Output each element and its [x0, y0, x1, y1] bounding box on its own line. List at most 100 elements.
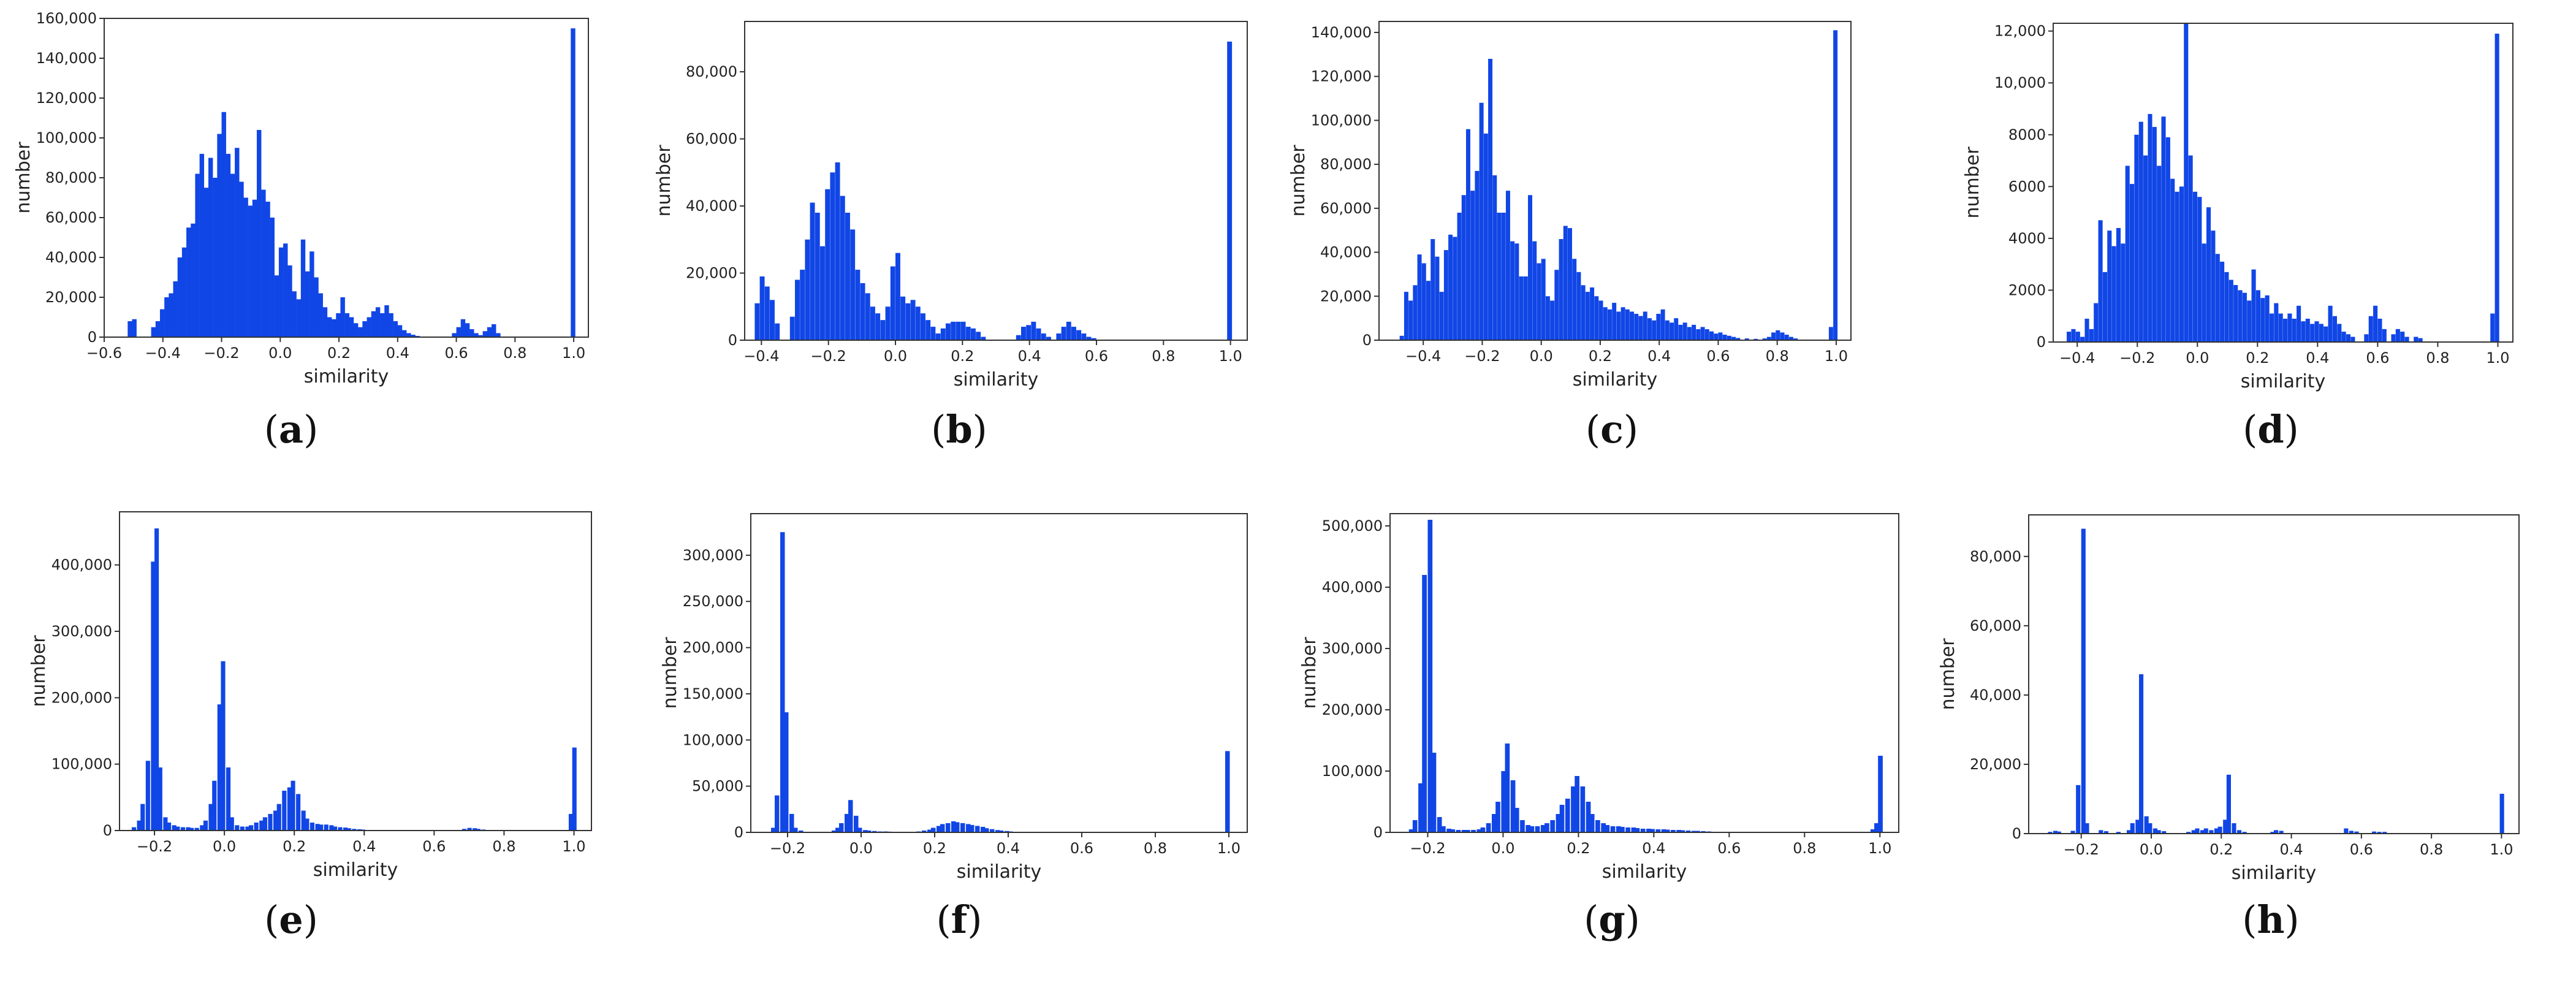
x-tick-label: 0.6 [422, 838, 446, 855]
histogram-bar [971, 328, 976, 340]
histogram-bar [1465, 129, 1470, 340]
histogram-bar [1700, 327, 1705, 340]
histogram-bar [1575, 776, 1579, 832]
y-tick-label: 300,000 [1322, 640, 1383, 657]
histogram-bar [191, 223, 196, 337]
x-tick-label: 0.4 [1647, 348, 1671, 365]
histogram-bar [850, 229, 856, 340]
histogram-bar [946, 323, 951, 340]
histogram-bar [1041, 333, 1046, 340]
y-axis-title: number [659, 637, 681, 709]
x-tick-label: 0.2 [1567, 840, 1590, 857]
histogram-bar [2148, 823, 2152, 834]
histogram-bar [2377, 318, 2382, 342]
y-tick-label: 300,000 [683, 547, 743, 564]
histogram-bar [1461, 195, 1466, 340]
histogram-bar [1091, 338, 1096, 340]
histogram-bar [249, 825, 254, 831]
histogram-bar [2305, 318, 2310, 342]
histogram-bar [1505, 191, 1510, 340]
histogram-bar [927, 829, 932, 832]
histogram-bar [1439, 292, 1444, 340]
bars [2067, 23, 2499, 343]
histogram-bar [496, 333, 501, 337]
histogram-bar [855, 270, 861, 340]
x-tick-label: 0.4 [2306, 349, 2329, 367]
histogram-bar [1056, 333, 1062, 340]
histogram-bar [278, 247, 284, 337]
histogram-bar [2279, 831, 2284, 834]
histogram-bar [2156, 830, 2161, 834]
histogram-bar [291, 780, 295, 831]
y-tick-label: 40,000 [686, 197, 737, 215]
panel-caption-e: (e) [264, 897, 318, 942]
histogram-bar [2157, 165, 2162, 342]
histogram-bar [2152, 828, 2157, 834]
histogram-bar [2242, 832, 2247, 834]
histogram-bar [880, 320, 886, 340]
x-tick-label: 0.8 [1793, 840, 1816, 857]
x-tick-label: 0.4 [2279, 841, 2303, 858]
x-axis-title: similarity [957, 861, 1041, 883]
histogram-bar [2414, 337, 2418, 342]
histogram-bar [940, 328, 946, 340]
histogram-bar [1625, 827, 1630, 832]
histogram-bar [1535, 826, 1540, 832]
histogram-bar [1559, 805, 1565, 832]
histogram-bar [411, 335, 416, 337]
histogram-bar [1685, 831, 1691, 832]
panel-letter: h [2257, 897, 2285, 942]
y-tick-label: 40,000 [1970, 686, 2021, 704]
x-tick-label: 1.0 [1217, 840, 1241, 857]
y-tick-label: 0 [728, 332, 737, 349]
histogram-bar [352, 829, 357, 831]
histogram-bar [2237, 830, 2242, 834]
histogram-bar [465, 323, 470, 337]
histogram-bar [177, 257, 183, 337]
histogram-bar [1437, 817, 1442, 832]
y-tick-label: 140,000 [1311, 24, 1372, 41]
histogram-bar [164, 297, 169, 337]
histogram-bar [835, 827, 840, 832]
histogram-bar [2283, 318, 2288, 342]
histogram-bar [336, 313, 341, 337]
histogram-bar [276, 804, 281, 831]
histogram-bar [1446, 829, 1451, 832]
histogram-bar [840, 196, 845, 340]
x-tick-label: 0.4 [1018, 348, 1041, 365]
histogram-bar [2251, 269, 2256, 342]
histogram-bar [469, 329, 474, 337]
panel-caption-d: (d) [2243, 407, 2299, 452]
histogram-bar [1399, 335, 1404, 340]
histogram-bar [2076, 785, 2081, 834]
histogram-bar [1607, 309, 1612, 340]
y-tick-label: 120,000 [36, 89, 97, 107]
histogram-bar [2220, 261, 2225, 342]
histogram-bar [2116, 832, 2121, 834]
histogram-bar [367, 317, 371, 337]
histogram-bar [252, 199, 257, 337]
histogram-bar [1692, 324, 1696, 340]
x-tick-label: 0.6 [1070, 840, 1093, 857]
y-tick-label: 100,000 [36, 129, 97, 146]
y-tick-label: 80,000 [1970, 548, 2021, 565]
histogram-bar [1576, 272, 1581, 340]
histogram-bar [820, 246, 825, 340]
y-tick-label: 6000 [2008, 178, 2046, 195]
histogram-bar [189, 827, 194, 831]
histogram-bar [2372, 831, 2377, 834]
histogram-bar [1470, 191, 1475, 340]
x-tick-label: 0.4 [352, 838, 376, 855]
histogram-bar [1457, 213, 1462, 340]
histogram-bar [2223, 820, 2228, 834]
histogram-bar [2400, 332, 2405, 342]
histogram-bar [571, 28, 576, 337]
histogram-bar [1704, 329, 1709, 340]
x-tick-label: −0.2 [770, 840, 805, 857]
histogram-bar [221, 112, 226, 337]
histogram-bar [460, 319, 466, 337]
histogram-bar [2070, 831, 2075, 834]
histogram-bar [2265, 295, 2270, 342]
histogram-bar [2269, 313, 2274, 342]
histogram-bar [1776, 330, 1780, 340]
